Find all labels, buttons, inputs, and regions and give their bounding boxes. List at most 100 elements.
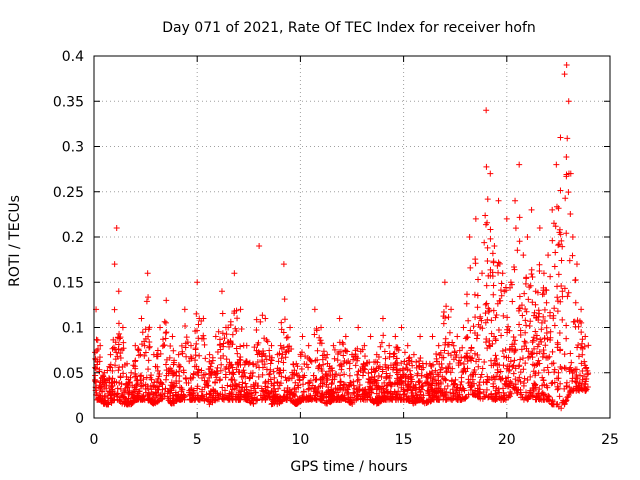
x-tick-label: 20: [498, 432, 516, 448]
data-point: [404, 387, 411, 394]
data-point: [564, 394, 571, 401]
data-point: [552, 249, 559, 256]
data-point: [447, 389, 454, 396]
data-point: [527, 373, 534, 380]
data-point: [217, 341, 224, 348]
data-point: [541, 318, 548, 325]
data-point: [359, 387, 366, 394]
data-point: [524, 377, 531, 384]
data-point: [469, 355, 476, 362]
data-point: [455, 362, 462, 369]
data-point: [381, 393, 388, 400]
data-point: [579, 386, 586, 393]
data-point: [349, 401, 356, 408]
data-point: [538, 326, 545, 333]
data-point: [542, 342, 549, 349]
data-point: [293, 360, 300, 367]
data-point: [231, 310, 238, 317]
data-point: [492, 314, 499, 321]
data-point: [277, 398, 284, 405]
data-point: [296, 376, 303, 383]
data-point: [401, 371, 408, 378]
data-point: [472, 256, 479, 263]
data-point: [234, 315, 241, 322]
data-point: [226, 361, 233, 368]
data-point: [458, 387, 465, 394]
data-point: [224, 394, 231, 401]
data-point: [520, 380, 527, 387]
data-point: [474, 352, 481, 359]
data-point: [193, 340, 200, 347]
data-point: [533, 335, 540, 342]
data-point: [527, 282, 534, 289]
data-point: [299, 333, 306, 340]
data-point: [206, 401, 213, 408]
data-point: [294, 382, 301, 389]
x-tick-label: 10: [291, 432, 309, 448]
data-point: [208, 369, 215, 376]
data-point: [463, 353, 470, 360]
data-point: [523, 274, 530, 281]
data-point: [536, 267, 543, 274]
data-point: [163, 356, 170, 363]
data-point: [434, 388, 441, 395]
data-point: [204, 396, 211, 403]
data-point: [162, 376, 169, 383]
data-point: [199, 395, 206, 402]
data-point: [223, 331, 230, 338]
data-point: [495, 259, 502, 266]
data-point: [376, 399, 383, 406]
data-point: [346, 365, 353, 372]
data-point: [162, 319, 169, 326]
data-point: [253, 326, 260, 333]
data-point: [122, 389, 129, 396]
data-point: [438, 380, 445, 387]
data-point: [452, 354, 459, 361]
data-point: [140, 376, 147, 383]
data-point: [468, 355, 475, 362]
data-point: [115, 341, 122, 348]
data-point: [419, 383, 426, 390]
data-point: [262, 380, 269, 387]
data-point: [106, 376, 113, 383]
data-point: [524, 234, 531, 240]
data-point: [215, 328, 222, 335]
data-point: [505, 374, 512, 381]
data-point: [500, 353, 507, 360]
data-point: [423, 374, 430, 381]
data-point: [557, 363, 564, 370]
data-point: [340, 384, 347, 391]
y-tick-label: 0.25: [53, 185, 84, 201]
data-point: [97, 342, 104, 349]
data-point: [200, 332, 207, 339]
data-point: [484, 373, 491, 380]
data-point: [163, 329, 170, 336]
data-point: [320, 379, 327, 386]
data-point: [556, 226, 563, 233]
data-point: [117, 374, 124, 381]
data-point: [585, 342, 592, 349]
data-point: [293, 388, 300, 395]
data-point: [487, 170, 494, 177]
data-point: [511, 357, 518, 364]
data-point: [119, 324, 126, 331]
data-point: [393, 344, 400, 351]
data-point: [171, 382, 178, 389]
data-point: [478, 371, 485, 378]
data-point: [278, 326, 285, 333]
data-point: [516, 374, 523, 381]
data-point: [548, 400, 555, 407]
data-point: [342, 333, 349, 340]
data-point: [223, 356, 230, 363]
data-point: [490, 282, 497, 289]
data-point: [420, 364, 427, 371]
data-point: [435, 385, 442, 392]
data-point: [526, 322, 533, 329]
data-point: [266, 370, 273, 377]
data-point: [146, 343, 153, 350]
data-point: [514, 247, 521, 254]
data-point: [467, 264, 474, 271]
data-point: [163, 367, 170, 374]
data-point: [401, 349, 408, 356]
data-point: [506, 393, 513, 400]
